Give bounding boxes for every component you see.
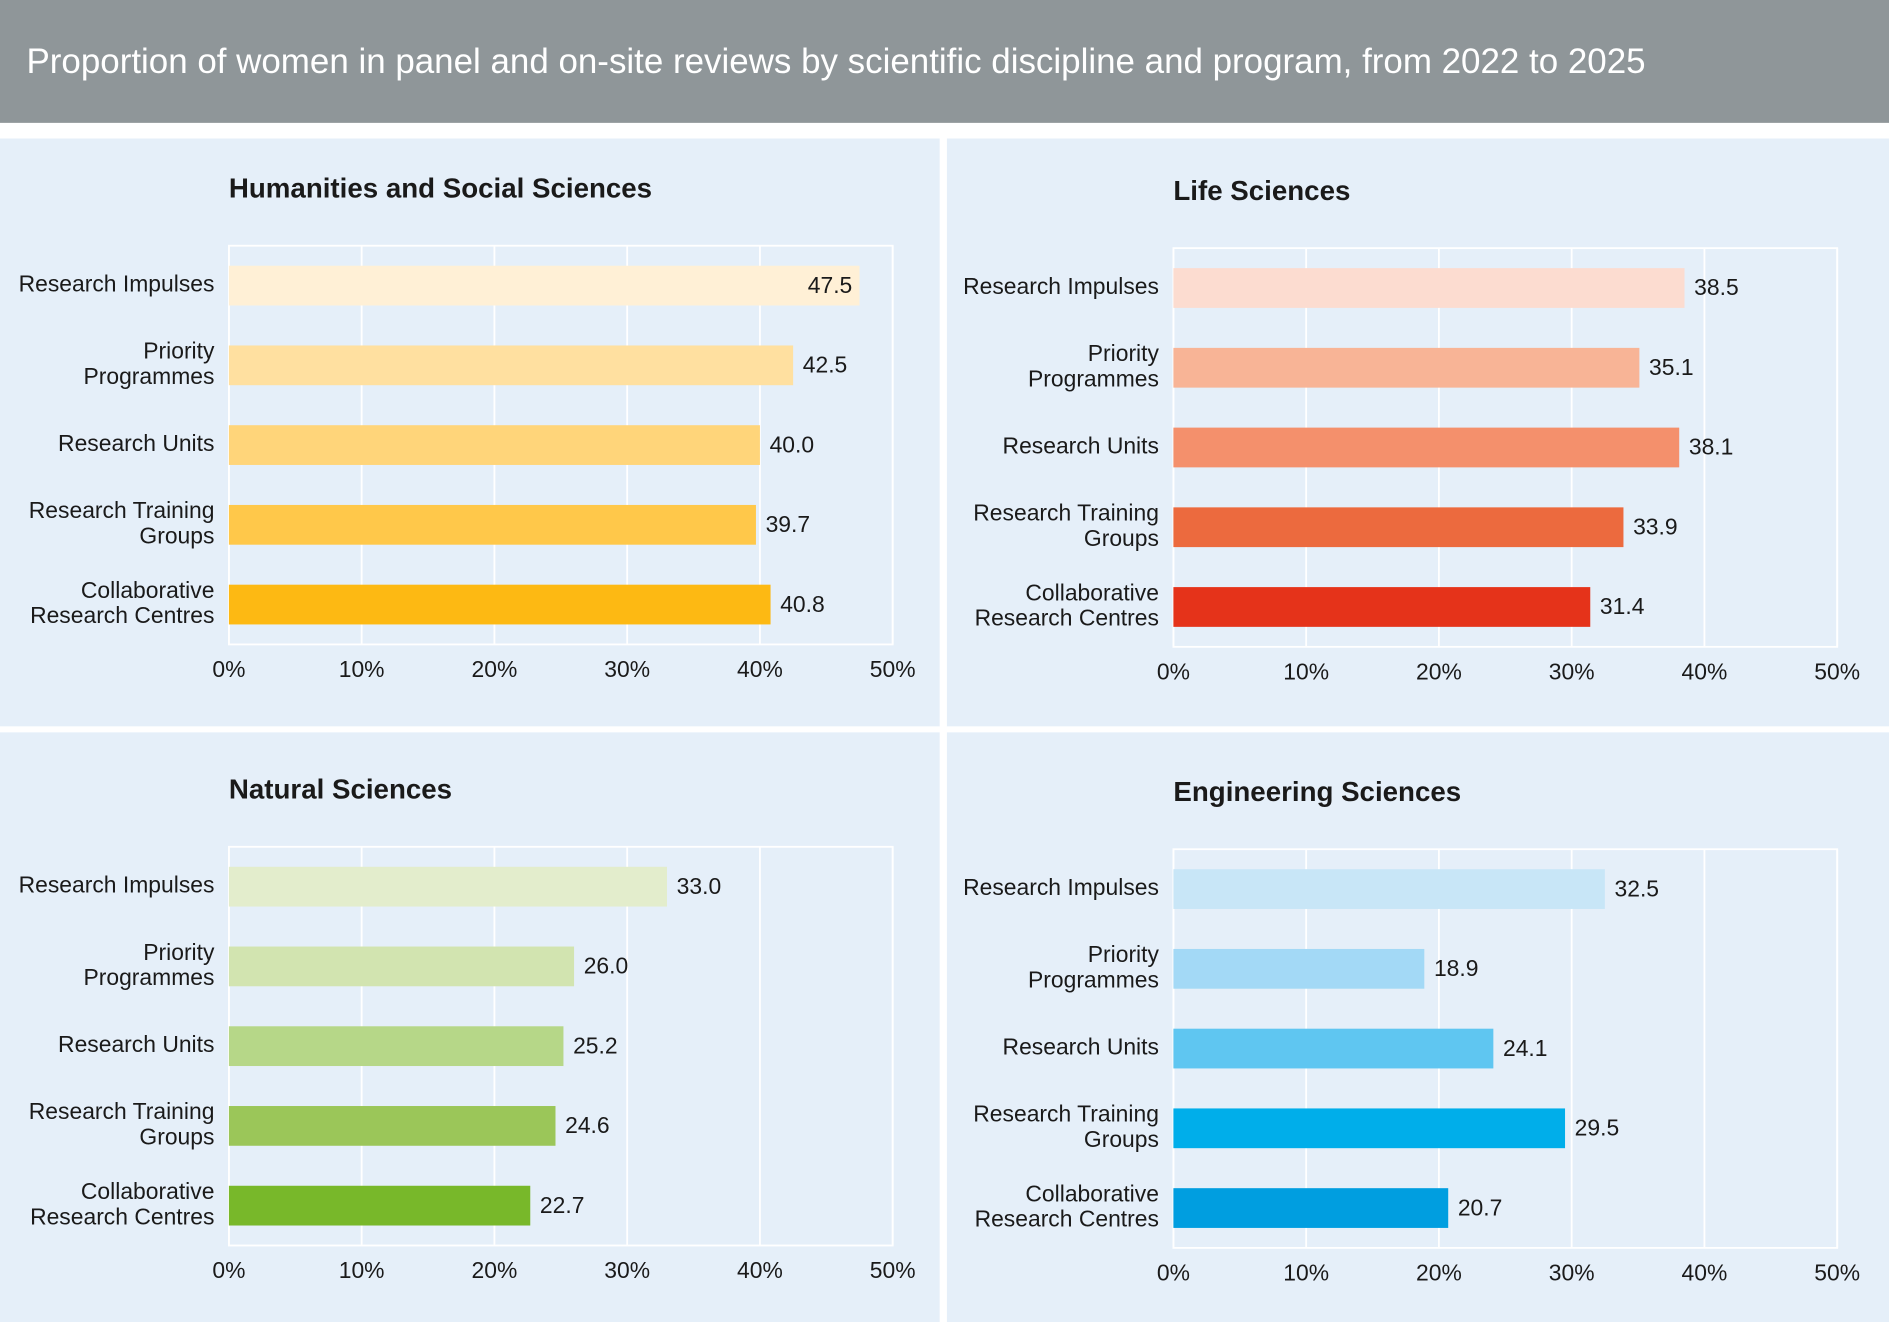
category-label: Priority Programmes xyxy=(1028,941,1160,992)
x-tick-label: 50% xyxy=(870,1257,916,1283)
x-tick-label: 40% xyxy=(1682,658,1728,684)
value-label: 29.5 xyxy=(1575,1115,1620,1141)
bar xyxy=(228,1106,556,1146)
category-label: Research Impulses xyxy=(19,872,215,898)
x-tick-label: 30% xyxy=(1549,1259,1595,1285)
category-label: Research Units xyxy=(1003,1034,1159,1060)
value-label: 18.9 xyxy=(1434,955,1479,981)
x-tick-label: 0% xyxy=(1157,1259,1190,1285)
bar xyxy=(1173,948,1425,989)
category-label: Research Training Groups xyxy=(29,497,215,548)
value-label: 25.2 xyxy=(573,1032,618,1058)
value-label: 35.1 xyxy=(1649,354,1694,380)
value-label: 26.0 xyxy=(584,953,629,979)
bar xyxy=(228,866,668,907)
category-label: Priority Programmes xyxy=(83,338,215,389)
value-label: 24.1 xyxy=(1503,1035,1548,1061)
value-label: 33.0 xyxy=(677,873,722,899)
bar xyxy=(1173,1108,1566,1149)
value-label: 42.5 xyxy=(803,352,848,378)
bar xyxy=(228,504,756,545)
value-label: 40.8 xyxy=(780,591,825,617)
bar xyxy=(1173,347,1640,388)
category-label: Research Impulses xyxy=(963,874,1159,900)
value-label: 20.7 xyxy=(1458,1194,1503,1220)
category-label: Collaborative Research Centres xyxy=(975,1180,1159,1231)
x-tick-label: 50% xyxy=(870,656,916,682)
bar xyxy=(1173,507,1624,548)
chart-title: Life Sciences xyxy=(1173,175,1350,206)
x-tick-label: 30% xyxy=(604,1257,650,1283)
value-label: 38.1 xyxy=(1689,434,1734,460)
category-label: Research Training Groups xyxy=(29,1098,215,1149)
x-tick-label: 10% xyxy=(1283,1259,1329,1285)
bar xyxy=(1173,587,1591,627)
page-title: Proportion of women in panel and on-site… xyxy=(27,42,1646,81)
bar xyxy=(228,584,771,625)
x-tick-label: 40% xyxy=(1682,1259,1728,1285)
x-tick-label: 10% xyxy=(339,1257,385,1283)
x-tick-label: 30% xyxy=(604,656,650,682)
x-tick-label: 50% xyxy=(1814,658,1860,684)
value-label: 40.0 xyxy=(770,431,815,457)
category-label: Collaborative Research Centres xyxy=(975,579,1159,630)
chart-title: Engineering Sciences xyxy=(1173,776,1461,807)
value-label: 39.7 xyxy=(766,511,811,537)
category-label: Research Units xyxy=(58,1031,214,1057)
category-label: Research Training Groups xyxy=(973,500,1159,551)
value-label: 24.6 xyxy=(565,1112,610,1138)
header-bar xyxy=(0,0,1889,123)
x-tick-label: 10% xyxy=(1283,658,1329,684)
x-tick-label: 0% xyxy=(212,1257,245,1283)
bar xyxy=(1173,268,1685,308)
bar xyxy=(1173,869,1605,909)
bar xyxy=(228,1185,531,1226)
value-label: 38.5 xyxy=(1694,274,1739,300)
chart-title: Natural Sciences xyxy=(229,774,452,805)
category-label: Research Training Groups xyxy=(973,1101,1159,1152)
x-tick-label: 10% xyxy=(339,656,385,682)
x-tick-label: 20% xyxy=(1416,1259,1462,1285)
category-label: Research Impulses xyxy=(19,271,215,297)
value-label: 22.7 xyxy=(540,1192,585,1218)
category-label: Collaborative Research Centres xyxy=(30,1178,214,1229)
x-tick-label: 20% xyxy=(472,656,518,682)
x-tick-label: 0% xyxy=(212,656,245,682)
x-tick-label: 20% xyxy=(472,1257,518,1283)
bar xyxy=(228,946,575,987)
bar xyxy=(228,265,860,306)
category-label: Research Units xyxy=(58,430,214,456)
panel xyxy=(946,732,1889,1322)
value-label: 33.9 xyxy=(1633,513,1678,539)
x-tick-label: 40% xyxy=(737,656,783,682)
category-label: Priority Programmes xyxy=(83,939,215,990)
value-label: 31.4 xyxy=(1600,593,1645,619)
category-label: Priority Programmes xyxy=(1028,340,1160,391)
bar xyxy=(1173,427,1680,468)
category-label: Research Units xyxy=(1003,433,1159,459)
category-label: Research Impulses xyxy=(963,273,1159,299)
x-tick-label: 20% xyxy=(1416,658,1462,684)
bar xyxy=(1173,1028,1494,1069)
x-tick-label: 50% xyxy=(1814,1259,1860,1285)
x-tick-label: 30% xyxy=(1549,658,1595,684)
value-label: 47.5 xyxy=(808,272,853,298)
bar xyxy=(228,1026,564,1067)
bar xyxy=(1173,1188,1449,1228)
chart-title: Humanities and Social Sciences xyxy=(229,173,652,204)
bar xyxy=(228,425,760,465)
bar xyxy=(228,345,794,386)
x-tick-label: 0% xyxy=(1157,658,1190,684)
x-tick-label: 40% xyxy=(737,1257,783,1283)
value-label: 32.5 xyxy=(1615,875,1660,901)
category-label: Collaborative Research Centres xyxy=(30,577,214,628)
